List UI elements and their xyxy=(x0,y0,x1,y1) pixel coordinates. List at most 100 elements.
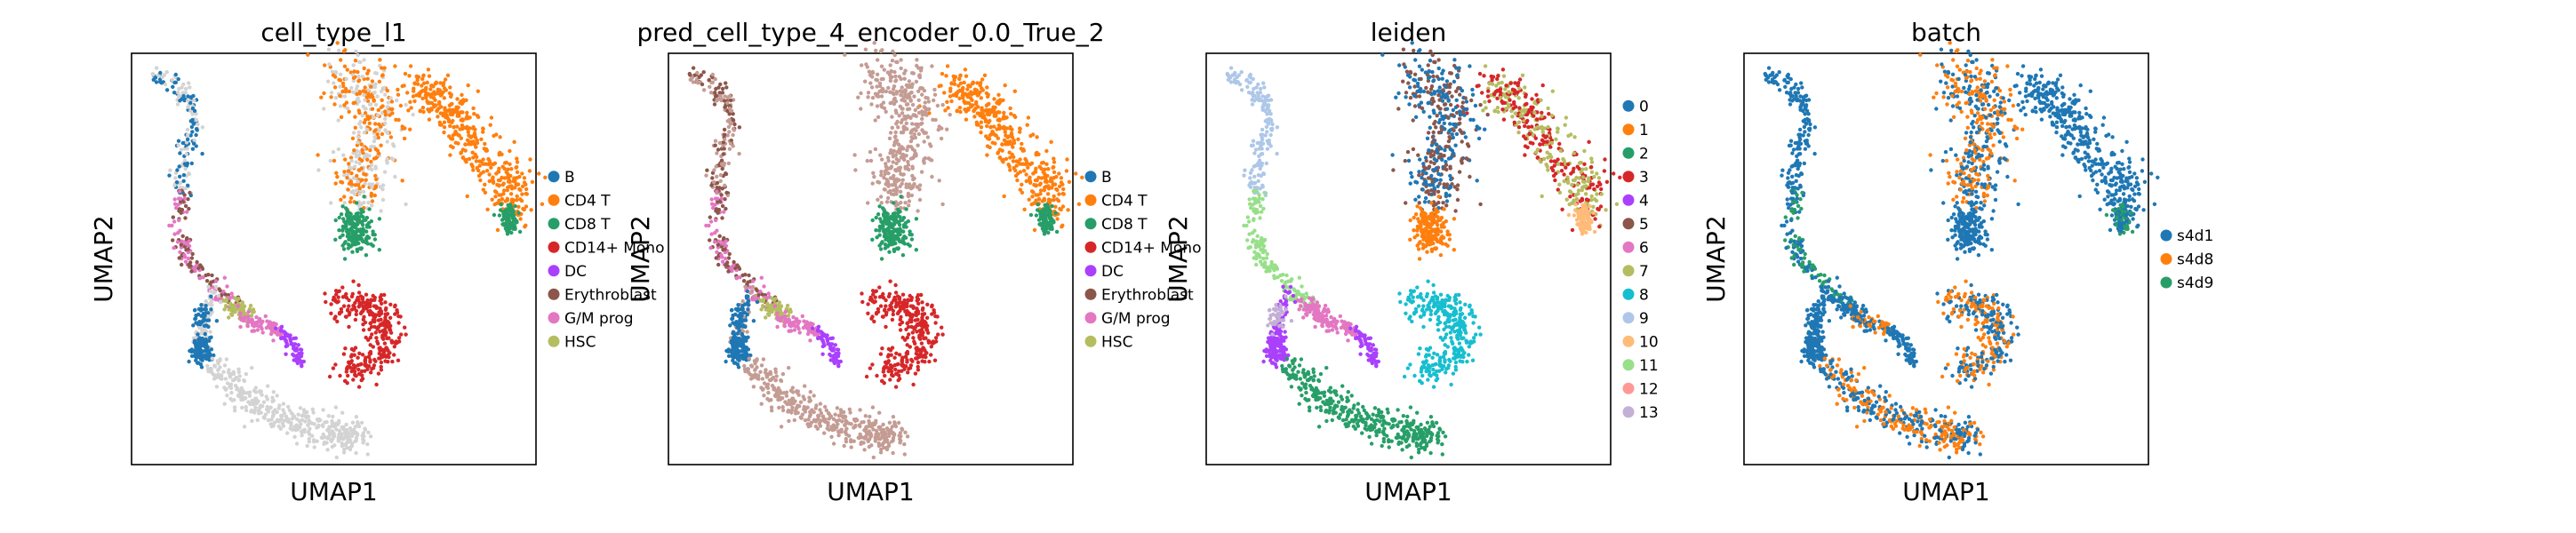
scatter-point xyxy=(349,85,354,91)
scatter-point xyxy=(388,315,393,320)
scatter-point xyxy=(1031,132,1036,137)
scatter-point xyxy=(892,237,896,242)
scatter-point xyxy=(377,151,381,156)
scatter-point xyxy=(929,353,933,357)
scatter-point xyxy=(366,354,372,360)
scatter-point xyxy=(964,74,969,78)
scatter-point xyxy=(915,295,920,299)
scatter-point xyxy=(308,426,312,431)
scatter-point xyxy=(494,132,499,137)
scatter-point xyxy=(395,308,399,313)
scatter-point xyxy=(993,105,997,110)
scatter-point xyxy=(174,180,180,185)
scatter-point xyxy=(209,298,214,304)
scatter-point xyxy=(369,298,373,302)
scatter-point xyxy=(766,305,771,309)
scatter-point xyxy=(765,382,771,386)
scatter-point xyxy=(408,64,413,68)
scatter-point xyxy=(465,114,469,119)
scatter-point xyxy=(1043,185,1047,190)
scatter-point xyxy=(344,76,348,82)
scatter-point xyxy=(379,209,383,213)
scatter-point xyxy=(346,171,350,177)
scatter-point xyxy=(340,436,344,442)
scatter-point xyxy=(718,179,723,183)
scatter-point xyxy=(909,135,914,139)
scatter-point xyxy=(357,186,362,191)
scatter-point xyxy=(896,125,900,130)
scatter-point xyxy=(701,70,706,75)
scatter-point xyxy=(412,99,417,104)
scatter-point xyxy=(216,362,220,366)
scatter-point xyxy=(261,415,266,419)
scatter-point xyxy=(373,71,378,76)
scatter-point xyxy=(420,76,425,82)
scatter-point xyxy=(483,182,487,187)
scatter-point xyxy=(183,187,188,191)
scatter-point xyxy=(300,364,304,369)
scatter-point xyxy=(178,189,182,194)
scatter-point xyxy=(910,164,915,169)
scatter-point xyxy=(898,89,902,93)
scatter-point xyxy=(357,90,363,95)
scatter-point xyxy=(962,99,966,104)
scatter-point xyxy=(360,434,364,438)
scatter-point xyxy=(903,201,908,205)
scatter-point xyxy=(898,189,903,194)
scatter-point xyxy=(905,434,910,439)
scatter-point xyxy=(396,117,401,123)
scatter-point xyxy=(484,169,490,173)
scatter-point xyxy=(492,202,497,207)
scatter-point xyxy=(184,152,188,156)
scatter-point xyxy=(343,346,348,351)
scatter-point xyxy=(1034,213,1039,218)
scatter-point xyxy=(443,77,448,82)
scatter-point xyxy=(380,183,386,187)
y-axis-label: UMAP2 xyxy=(89,215,118,303)
scatter-point xyxy=(888,63,892,68)
scatter-point xyxy=(378,58,382,62)
scatter-point xyxy=(388,113,392,117)
scatter-point xyxy=(434,81,438,85)
scatter-point xyxy=(907,203,911,208)
scatter-point xyxy=(439,105,444,109)
scatter-point xyxy=(904,327,908,331)
scatter-point xyxy=(910,330,916,335)
scatter-point xyxy=(934,339,939,344)
scatter-point xyxy=(879,170,884,174)
scatter-point xyxy=(933,117,938,123)
scatter-point xyxy=(362,195,366,199)
scatter-point xyxy=(272,420,277,425)
scatter-point xyxy=(910,102,916,107)
scatter-point xyxy=(881,422,885,427)
scatter-point xyxy=(869,85,875,90)
scatter-point xyxy=(916,209,920,213)
scatter-point xyxy=(1024,172,1028,177)
scatter-point xyxy=(263,314,268,319)
scatter-point xyxy=(160,75,164,80)
scatter-point xyxy=(748,290,753,295)
scatter-point xyxy=(945,99,949,105)
scatter-point xyxy=(385,336,389,341)
scatter-point xyxy=(368,335,372,340)
scatter-point xyxy=(732,361,737,365)
scatter-point xyxy=(342,173,347,178)
scatter-point xyxy=(764,315,768,320)
scatter-point xyxy=(727,147,732,151)
scatter-point xyxy=(529,208,533,212)
scatter-point xyxy=(512,178,516,182)
scatter-point xyxy=(442,120,447,124)
scatter-point xyxy=(452,107,457,113)
scatter-point xyxy=(228,396,233,402)
scatter-point xyxy=(738,343,743,347)
scatter-point xyxy=(883,187,887,192)
scatter-point xyxy=(336,290,340,294)
scatter-point xyxy=(719,158,724,163)
scatter-point xyxy=(357,156,362,162)
scatter-point xyxy=(904,182,908,187)
scatter-point xyxy=(1026,165,1030,170)
scatter-point xyxy=(167,173,172,178)
scatter-point xyxy=(1055,217,1060,221)
scatter-point xyxy=(188,85,192,90)
scatter-point xyxy=(389,99,395,104)
